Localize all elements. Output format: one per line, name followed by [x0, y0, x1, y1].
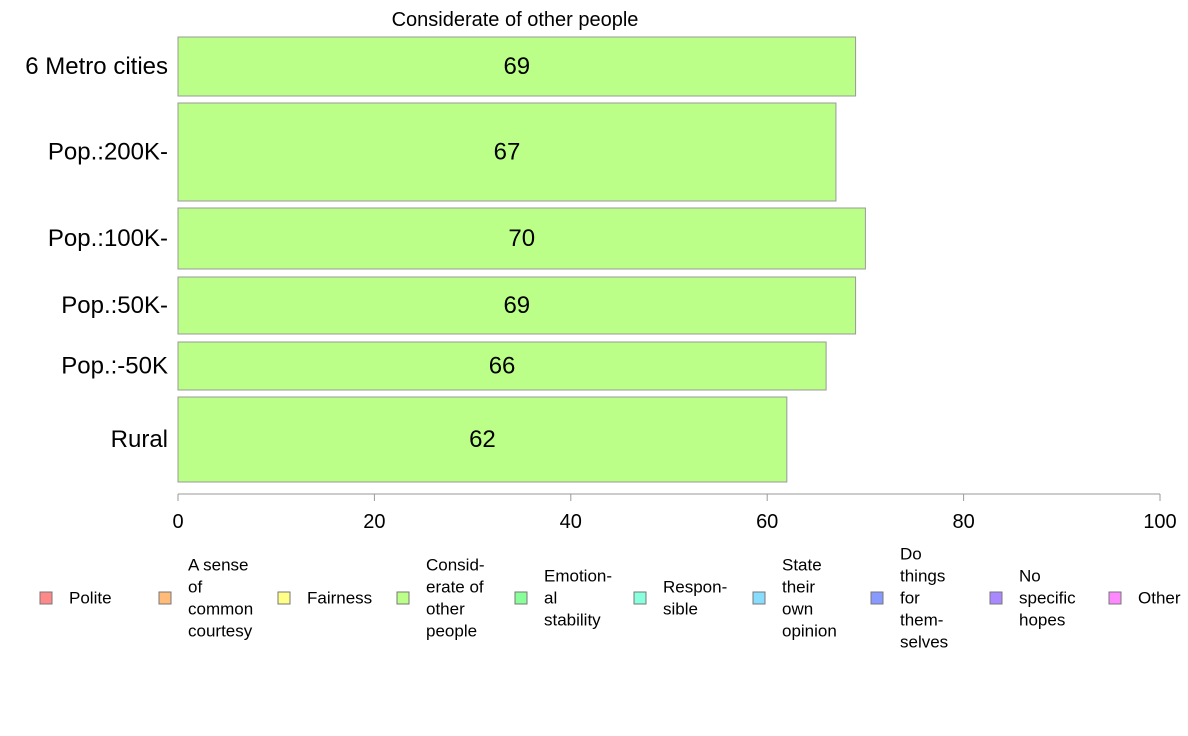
legend-swatch	[870, 591, 884, 605]
category-label: Rural	[111, 426, 168, 453]
x-axis: 0 20 40 60 80 100	[172, 493, 1177, 533]
category-label: Pop.:200K-	[48, 139, 168, 166]
x-tick-label: 60	[756, 511, 778, 533]
legend-label: A sense of common courtesy	[188, 556, 253, 641]
legend-label: No specific hopes	[1019, 567, 1076, 630]
legend-swatch	[1108, 591, 1122, 605]
bar-value-label: 69	[503, 53, 530, 80]
chart-title: Considerate of other people	[392, 9, 639, 31]
x-tick-label: 0	[172, 511, 183, 533]
bar-value-label: 70	[508, 225, 535, 252]
legend-swatch	[752, 591, 766, 605]
bar-3	[177, 276, 857, 335]
legend-label: Respon-sible	[663, 578, 727, 619]
bar-2	[177, 207, 866, 270]
legend-swatch	[396, 591, 410, 605]
legend-label: Do things for them-selves	[900, 545, 948, 652]
category-label: Pop.:50K-	[61, 292, 168, 319]
legend-swatch	[277, 591, 291, 605]
x-tick-label: 100	[1143, 511, 1176, 533]
legend-label: Emotion-al stability	[544, 567, 612, 630]
legend-swatch	[514, 591, 528, 605]
bar-value-label: 62	[469, 426, 496, 453]
legend-swatch	[989, 591, 1003, 605]
x-tick-label: 20	[363, 511, 385, 533]
legend-swatch	[633, 591, 647, 605]
legend-label: Fairness	[307, 589, 372, 608]
bar-value-label: 67	[494, 139, 521, 166]
legend-swatch	[158, 591, 172, 605]
category-label: Pop.:-50K	[61, 353, 168, 380]
bar-5	[177, 396, 788, 483]
x-tick-label: 40	[560, 511, 582, 533]
bar-value-label: 69	[503, 292, 530, 319]
legend-label: State their own opinion	[782, 556, 837, 641]
bar-value-label: 66	[489, 353, 516, 380]
legend-label: Other	[1138, 589, 1181, 608]
legend: Polite A sense of common courtesy Fairness Con…	[39, 545, 1181, 652]
bar-4	[177, 341, 827, 391]
category-label: 6 Metro cities	[25, 53, 168, 80]
legend-swatch	[39, 591, 53, 605]
legend-label: Polite	[69, 589, 112, 608]
bars: 6 Metro cities 69 Pop.:200K- 67 Pop.:100K- 70…	[25, 36, 866, 483]
category-label: Pop.:100K-	[48, 225, 168, 252]
x-tick-label: 80	[952, 511, 974, 533]
bar-1	[177, 102, 837, 202]
bar-0	[177, 36, 857, 97]
legend-label: Consid-erate of other people	[426, 556, 485, 641]
